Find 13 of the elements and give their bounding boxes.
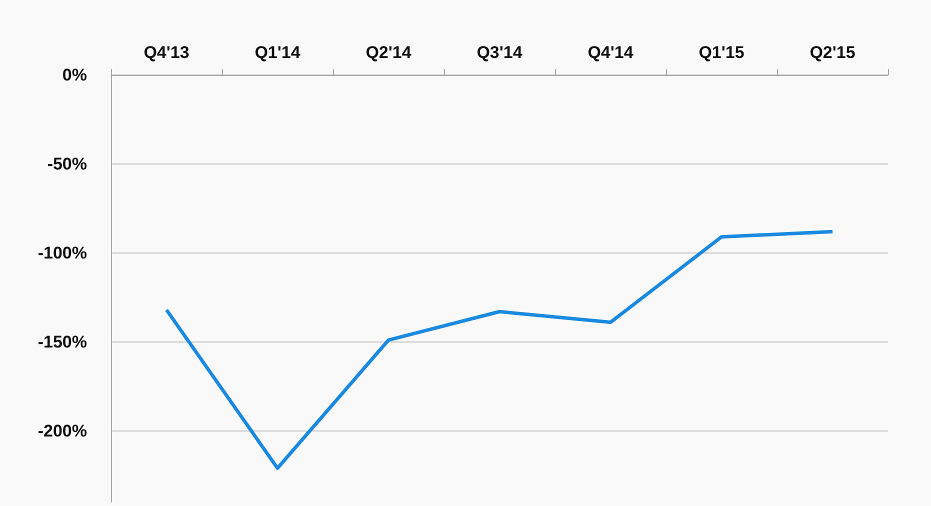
x-tick-label: Q4'13 — [144, 43, 190, 62]
y-tick-label: -50% — [47, 154, 87, 174]
x-tick-label: Q1'14 — [254, 43, 301, 62]
y-tick-label: -200% — [38, 421, 87, 440]
x-tick-label: Q2'15 — [810, 43, 856, 62]
x-tick-label: Q4'14 — [588, 43, 634, 62]
x-tick-label: Q2'14 — [366, 43, 412, 62]
line-series — [164, 230, 834, 470]
y-tick-label: -150% — [38, 332, 87, 352]
x-tick-label: Q1'15 — [698, 43, 744, 62]
y-tick-label: -100% — [38, 243, 87, 262]
x-tick-label: Q3'14 — [476, 43, 523, 62]
y-tick-label: 0% — [62, 66, 87, 84]
